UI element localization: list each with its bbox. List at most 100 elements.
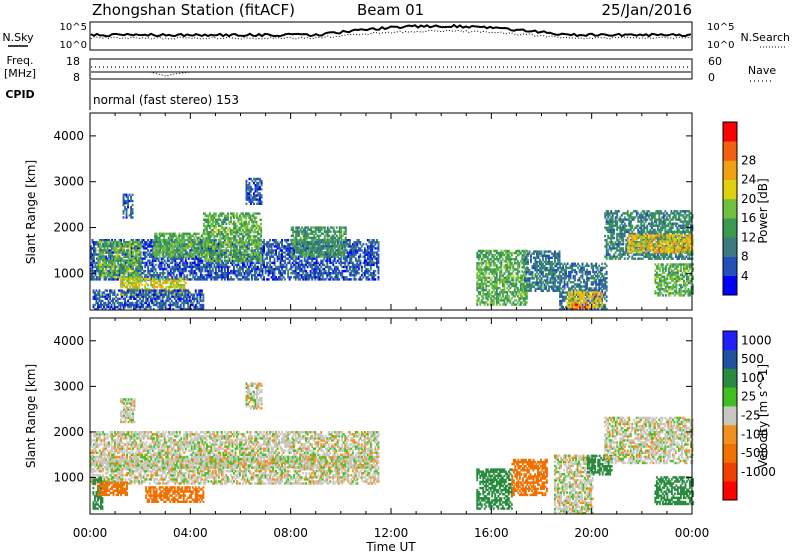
heatmap-cell — [251, 229, 253, 231]
heatmap-cell — [261, 203, 263, 205]
heatmap-cell — [332, 262, 334, 264]
heatmap-cell — [292, 233, 294, 235]
heatmap-cell — [116, 241, 118, 243]
heatmap-cell — [261, 180, 263, 182]
heatmap-cell — [326, 262, 328, 264]
heatmap-cell — [212, 219, 214, 221]
nave-label: Nave — [748, 64, 776, 77]
heatmap-cell — [244, 245, 246, 247]
heatmap-cell — [219, 219, 221, 221]
heatmap-cell — [268, 278, 270, 280]
heatmap-cell — [233, 245, 235, 247]
power-panel: 1000200030004000 Slant Range [km] 481216… — [24, 113, 770, 310]
heatmap-cell — [295, 237, 297, 239]
heatmap-cell — [216, 235, 218, 237]
heatmap-cell — [114, 264, 116, 266]
heatmap-cell — [359, 241, 361, 243]
heatmap-cell — [206, 278, 208, 280]
heatmap-cell — [266, 256, 268, 258]
heatmap-cell — [212, 229, 214, 231]
heatmap-cell — [249, 184, 251, 186]
heatmap-cell — [182, 278, 184, 280]
heatmap-cell — [263, 278, 265, 280]
heatmap-cell — [374, 278, 376, 280]
heatmap-cell — [330, 255, 332, 257]
heatmap-cell — [215, 225, 217, 227]
heatmap-cell — [345, 239, 347, 241]
heatmap-cell — [181, 294, 183, 296]
heatmap-cell — [183, 274, 185, 276]
heatmap-cell — [212, 268, 214, 270]
heatmap-cell — [149, 260, 151, 262]
heatmap-cell — [225, 227, 227, 229]
heatmap-cell — [298, 226, 300, 228]
heatmap-cell — [265, 272, 267, 274]
heatmap-cell — [196, 296, 198, 298]
heatmap-cell — [333, 247, 335, 249]
heatmap-cell — [277, 260, 279, 262]
heatmap-cell — [199, 296, 201, 298]
heatmap-cell — [178, 237, 180, 239]
heatmap-cell — [247, 256, 249, 258]
heatmap-cell — [192, 247, 194, 249]
heatmap-cell — [201, 289, 203, 291]
heatmap-cell — [194, 276, 196, 278]
heatmap-cell — [256, 276, 258, 278]
heatmap-cell — [140, 255, 142, 257]
heatmap-cell — [345, 226, 347, 228]
heatmap-cell — [247, 225, 249, 227]
heatmap-cell — [251, 278, 253, 280]
heatmap-cell — [210, 256, 212, 258]
nave-dip — [150, 72, 190, 76]
heatmap-cell — [250, 203, 252, 205]
heatmap-cell — [123, 241, 125, 243]
heatmap-cell — [156, 289, 158, 291]
heatmap-cell — [179, 262, 181, 264]
heatmap-cell — [301, 247, 303, 249]
heatmap-cell — [185, 278, 187, 280]
heatmap-cell — [130, 294, 132, 296]
date-label: 25/Jan/2016 — [602, 1, 693, 19]
heatmap-cell — [159, 296, 161, 298]
heatmap-cell — [370, 266, 372, 268]
heatmap-cell — [304, 266, 306, 268]
heatmap-cell — [124, 206, 126, 208]
heatmap-cell — [361, 249, 363, 251]
heatmap-cell — [193, 255, 195, 257]
heatmap-cell — [104, 276, 106, 278]
heatmap-cell — [378, 272, 380, 274]
heatmap-cell — [325, 270, 327, 272]
heatmap-cell — [177, 255, 179, 257]
heatmap-cell — [230, 276, 232, 278]
heatmap-cell — [190, 300, 192, 302]
heatmap-cell — [117, 294, 119, 296]
heatmap-cell — [101, 247, 103, 249]
heatmap-cell — [324, 245, 326, 247]
heatmap-cell — [250, 235, 252, 237]
heatmap-cell — [338, 270, 340, 272]
heatmap-cell — [141, 280, 143, 282]
heatmap-cell — [221, 278, 223, 280]
heatmap-cell — [124, 306, 126, 308]
heatmap-cell — [222, 245, 224, 247]
heatmap-cell — [327, 237, 329, 239]
heatmap-cell — [206, 256, 208, 258]
heatmap-cell — [98, 276, 100, 278]
heatmap-cell — [147, 239, 149, 241]
heatmap-cell — [378, 262, 380, 264]
cpid-mode-text: normal (fast stereo) 153 — [93, 93, 239, 107]
heatmap-cell — [114, 302, 116, 304]
heatmap-cell — [117, 278, 119, 280]
heatmap-cell — [346, 266, 348, 268]
heatmap-cell — [95, 249, 97, 251]
heatmap-cell — [96, 300, 98, 302]
heatmap-cell — [104, 274, 106, 276]
freq-panel-frame — [90, 59, 692, 79]
heatmap-cell — [358, 239, 360, 241]
heatmap-cell — [101, 245, 103, 247]
heatmap-cell — [260, 243, 262, 245]
heatmap-cell — [287, 272, 289, 274]
heatmap-cell — [324, 253, 326, 255]
heatmap-cell — [109, 294, 111, 296]
heatmap-cell — [140, 272, 142, 274]
